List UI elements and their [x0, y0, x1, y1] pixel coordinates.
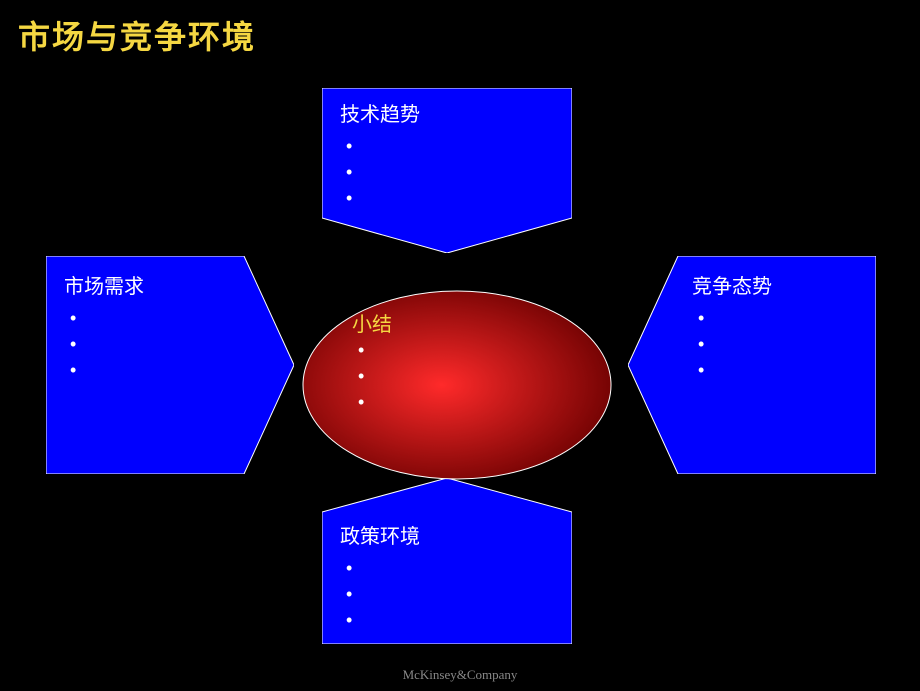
footer-amp: &: [457, 667, 467, 682]
list-item: [698, 305, 772, 331]
list-item: [346, 581, 420, 607]
list-item: [70, 305, 144, 331]
list-item: [358, 389, 392, 415]
box-top-tech-trends: 技术趋势: [322, 88, 572, 253]
list-item: [698, 357, 772, 383]
center-summary-ellipse: 小结: [302, 290, 612, 480]
box-top-label: 技术趋势: [340, 98, 420, 127]
list-item: [358, 337, 392, 363]
box-right-label: 竞争态势: [692, 270, 772, 299]
list-item: [346, 159, 420, 185]
box-bottom-bullets: [340, 555, 420, 633]
list-item: [70, 357, 144, 383]
slide-title: 市场与竞争环境: [18, 12, 256, 58]
center-label: 小结: [352, 308, 392, 337]
box-left-label: 市场需求: [64, 270, 144, 299]
box-right-bullets: [692, 305, 772, 383]
box-right-competition: 竞争态势: [628, 256, 876, 474]
list-item: [358, 363, 392, 389]
list-item: [70, 331, 144, 357]
list-item: [346, 185, 420, 211]
list-item: [698, 331, 772, 357]
box-top-bullets: [340, 133, 420, 211]
list-item: [346, 133, 420, 159]
footer-company: McKinsey&Company: [0, 667, 920, 683]
list-item: [346, 555, 420, 581]
box-left-bullets: [64, 305, 144, 383]
box-bottom-label: 政策环境: [340, 520, 420, 549]
footer-text-before: McKinsey: [403, 667, 457, 682]
center-bullets: [352, 337, 392, 415]
footer-text-after: Company: [467, 667, 518, 682]
box-left-market-demand: 市场需求: [46, 256, 294, 474]
box-bottom-policy: 政策环境: [322, 478, 572, 644]
ellipse-icon: [302, 290, 612, 480]
list-item: [346, 607, 420, 633]
